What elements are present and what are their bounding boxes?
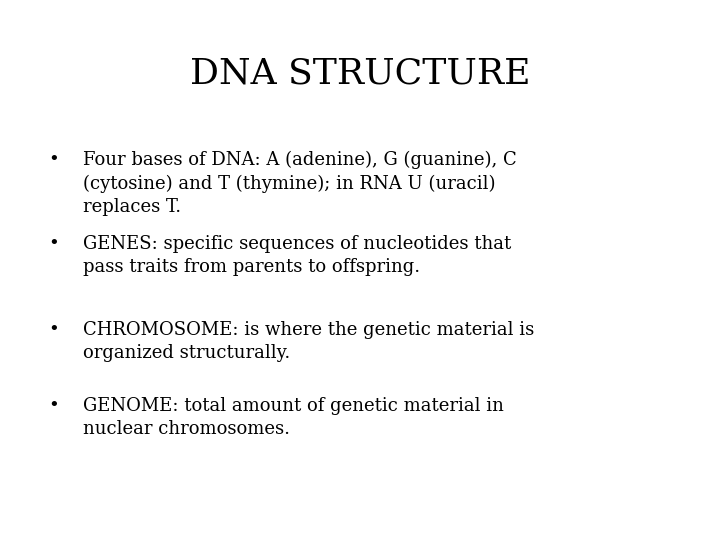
Text: CHROMOSOME: is where the genetic material is
organized structurally.: CHROMOSOME: is where the genetic materia… (83, 321, 534, 362)
Text: •: • (49, 235, 59, 253)
Text: DNA STRUCTURE: DNA STRUCTURE (190, 57, 530, 91)
Text: GENOME: total amount of genetic material in
nuclear chromosomes.: GENOME: total amount of genetic material… (83, 397, 504, 438)
Text: •: • (49, 397, 59, 415)
Text: Four bases of DNA: A (adenine), G (guanine), C
(cytosine) and T (thymine); in RN: Four bases of DNA: A (adenine), G (guani… (83, 151, 516, 215)
Text: •: • (49, 321, 59, 339)
Text: GENES: specific sequences of nucleotides that
pass traits from parents to offspr: GENES: specific sequences of nucleotides… (83, 235, 511, 276)
Text: •: • (49, 151, 59, 169)
